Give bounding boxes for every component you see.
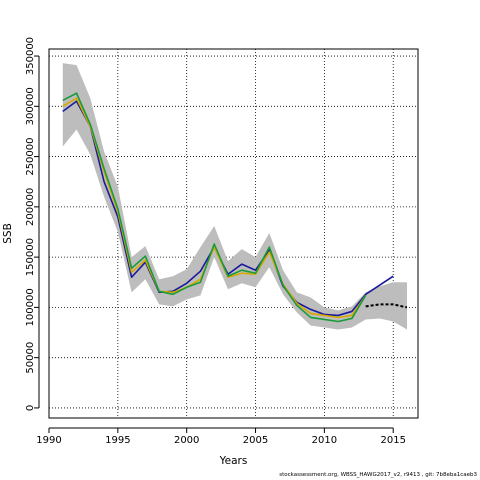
confidence-band	[62, 63, 407, 330]
series-line-1	[62, 97, 367, 319]
plot-frame	[48, 48, 419, 419]
x-tick-label: 1990	[36, 435, 61, 446]
y-axis: 0 50000 100000 150000 200000 250000 300000 3500…	[25, 37, 40, 411]
series-line-3	[365, 303, 408, 309]
y-tick-label: 200000	[25, 188, 36, 226]
y-tick-label: 100000	[25, 288, 36, 326]
x-tick-label: 2005	[243, 435, 268, 446]
series-layer	[62, 92, 408, 323]
y-tick-label: 250000	[25, 137, 36, 175]
x-tick-label: 2000	[174, 435, 199, 446]
grid-lines	[48, 49, 418, 418]
x-tick-label: 2015	[380, 435, 405, 446]
x-axis-title: Years	[219, 455, 248, 467]
x-tick-label: 1995	[105, 435, 130, 446]
series-line-2	[62, 92, 367, 323]
y-tick-label: 50000	[25, 342, 36, 374]
y-tick-label: 150000	[25, 238, 36, 276]
confidence-band-layer	[62, 63, 407, 330]
y-tick-label: 300000	[25, 87, 36, 125]
x-tick-label: 2010	[312, 435, 337, 446]
y-axis-title: SSB	[2, 223, 14, 244]
y-tick-label: 0	[25, 405, 36, 411]
y-tick-label: 350000	[25, 37, 36, 75]
x-axis: 1990 1995 2000 2005 2010 2015	[36, 427, 406, 446]
footer-credit: stockassessment.org, WBSS_HAWG2017_v2, r…	[279, 472, 477, 478]
